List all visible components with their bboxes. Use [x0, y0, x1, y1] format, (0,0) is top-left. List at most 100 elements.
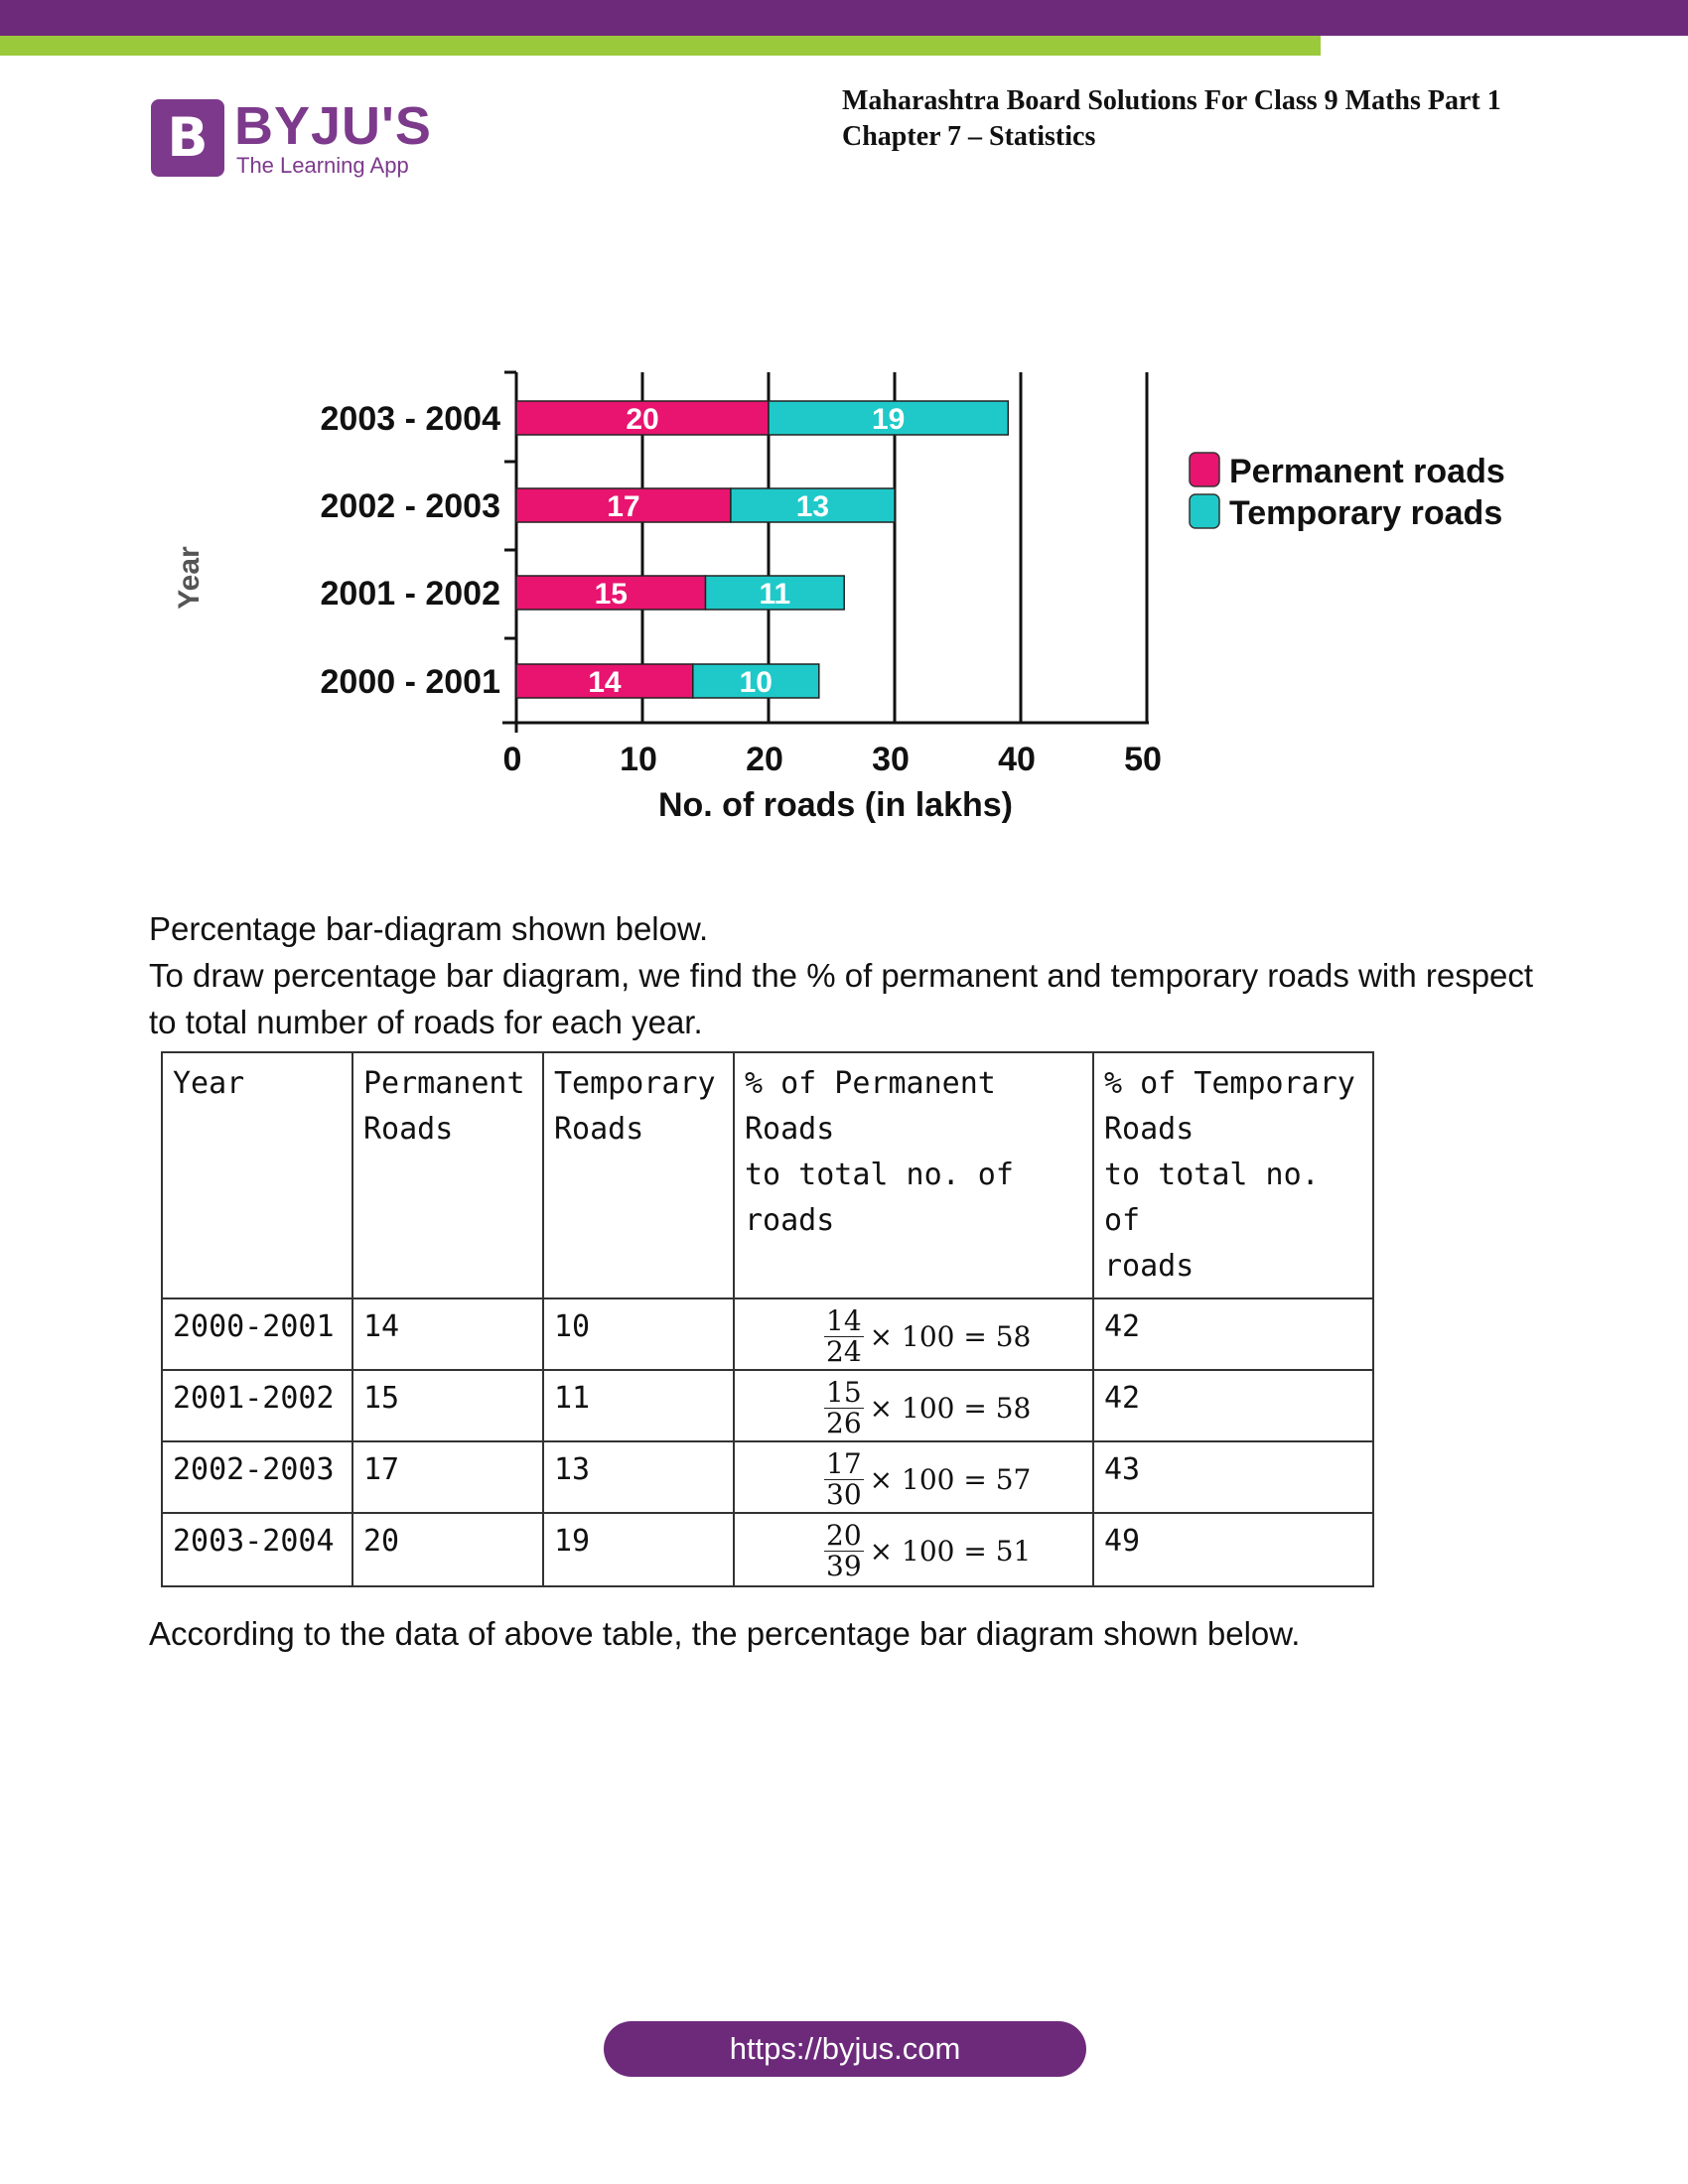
bar-temporary	[730, 487, 896, 523]
header-line: % of Permanent	[745, 1066, 996, 1101]
cell-temporary: 10	[542, 1297, 735, 1371]
fraction-denominator: 26	[826, 1407, 862, 1439]
bar-value-label: 20	[626, 403, 658, 436]
category-label: 2003 - 2004	[321, 400, 501, 438]
fraction-denominator: 30	[826, 1478, 862, 1511]
header-line: to total no. of	[1104, 1158, 1320, 1238]
logo-mark: B	[151, 99, 224, 177]
top-band-purple	[0, 0, 1688, 36]
byjus-logo: B BYJU'S The Learning App	[151, 96, 449, 179]
road-bar-chart: 14 10 2000 - 2001 15 11 2001 - 2002 17 13 2002 -…	[173, 370, 1505, 824]
bar-permanent	[515, 487, 732, 523]
paragraph-method: To draw percentage bar diagram, we find …	[149, 957, 1534, 1040]
table-header-cell: Temporary Roads	[542, 1051, 735, 1299]
category-label: 2002 - 2003	[321, 487, 501, 525]
bar-value-label: 13	[796, 490, 829, 523]
header-line-1: Maharashtra Board Solutions For Class 9 …	[842, 85, 1501, 116]
x-tick-label: 50	[1124, 741, 1162, 778]
formula-result: × 100 = 58	[869, 1391, 1032, 1425]
fraction-denominator: 39	[826, 1550, 862, 1582]
table-header-cell: Permanent Roads	[352, 1051, 544, 1299]
percent-formula: 17 30 × 100 = 57	[824, 1449, 1031, 1510]
fraction-numerator: 17	[824, 1447, 864, 1480]
logo-tagline: The Learning App	[236, 153, 409, 178]
fraction-denominator: 24	[826, 1335, 862, 1368]
cell-temporary: 19	[542, 1512, 735, 1587]
table-header-cell: % of Permanent Roads to total no. of roads	[733, 1051, 1094, 1299]
cell-temporary-percent: 42	[1092, 1297, 1374, 1371]
x-tick-label: 0	[503, 741, 522, 778]
logo-name: BYJU'S	[234, 96, 432, 156]
table-row: 2000-2001 14 10 14 24 × 100 = 58 42	[161, 1297, 1374, 1371]
percentage-table: Year Permanent Roads Temporary Roads% of Per…	[161, 1051, 1374, 1587]
bar-temporary	[768, 400, 1010, 436]
bar-value-label: 11	[759, 578, 790, 611]
cell-permanent-percent: 15 26 × 100 = 58	[733, 1369, 1094, 1442]
cell-year: 2000-2001	[161, 1297, 353, 1371]
header-line: Year	[173, 1066, 245, 1101]
bar-temporary	[692, 663, 820, 699]
table-row: 2001-2002 15 11 15 26 × 100 = 58 42	[161, 1369, 1374, 1442]
percent-formula: 15 26 × 100 = 58	[824, 1378, 1031, 1438]
bar-permanent	[515, 663, 694, 699]
cell-temporary-percent: 43	[1092, 1440, 1374, 1514]
logo-letter: B	[167, 106, 209, 169]
bar-value-label: 17	[607, 490, 639, 523]
percent-formula: 14 24 × 100 = 58	[824, 1306, 1031, 1367]
header-line: Roads	[745, 1112, 835, 1147]
legend-swatch-permanent	[1189, 452, 1220, 487]
cell-permanent: 20	[352, 1512, 544, 1587]
x-axis-label: No. of roads (in lakhs)	[658, 786, 1013, 824]
y-axis-label: Year	[173, 546, 206, 610]
cell-year: 2003-2004	[161, 1512, 353, 1587]
legend-label-permanent: Permanent roads	[1229, 453, 1505, 490]
fraction: 17 30	[824, 1449, 864, 1510]
cell-permanent-percent: 14 24 × 100 = 58	[733, 1297, 1094, 1371]
x-tick-label: 10	[620, 741, 657, 778]
top-band-green	[0, 36, 1321, 56]
percent-formula: 20 39 × 100 = 51	[824, 1521, 1031, 1581]
table-header-cell: Year	[161, 1051, 353, 1299]
fraction-numerator: 20	[824, 1519, 864, 1552]
bar-value-label: 19	[872, 403, 905, 436]
fraction: 20 39	[824, 1521, 864, 1581]
cell-year: 2002-2003	[161, 1440, 353, 1514]
category-label: 2001 - 2002	[321, 575, 501, 613]
cell-year: 2001-2002	[161, 1369, 353, 1442]
bar-value-label: 10	[740, 666, 773, 699]
cell-permanent-percent: 20 39 × 100 = 51	[733, 1512, 1094, 1587]
cell-temporary-percent: 49	[1092, 1512, 1374, 1587]
header-line: roads	[1104, 1249, 1195, 1284]
header-line: Roads	[363, 1112, 454, 1147]
document-header: Maharashtra Board Solutions For Class 9 …	[842, 83, 1501, 155]
legend-label-temporary: Temporary roads	[1229, 494, 1502, 532]
header-line: Temporary	[554, 1066, 716, 1101]
bar-temporary	[704, 575, 845, 611]
formula-result: × 100 = 51	[869, 1534, 1032, 1568]
fraction-numerator: 14	[824, 1304, 864, 1337]
cell-permanent-percent: 17 30 × 100 = 57	[733, 1440, 1094, 1514]
footer-url[interactable]: https://byjus.com	[604, 2021, 1086, 2077]
header-line: to total no. of roads	[745, 1158, 1014, 1238]
paragraph-conclusion: According to the data of above table, th…	[149, 1615, 1301, 1652]
fraction-numerator: 15	[824, 1376, 864, 1409]
cell-temporary: 11	[542, 1369, 735, 1442]
header-line: Roads	[1104, 1112, 1195, 1147]
cell-temporary-percent: 42	[1092, 1369, 1374, 1442]
x-tick-label: 30	[872, 741, 910, 778]
header-line-2: Chapter 7 – Statistics	[842, 121, 1096, 152]
table-row: 2003-2004 20 19 20 39 × 100 = 51 49	[161, 1512, 1374, 1587]
fraction: 14 24	[824, 1306, 864, 1367]
table-row: 2002-2003 17 13 17 30 × 100 = 57 43	[161, 1440, 1374, 1514]
cell-temporary: 13	[542, 1440, 735, 1514]
header-line: Permanent	[363, 1066, 525, 1101]
cell-permanent: 17	[352, 1440, 544, 1514]
x-tick-label: 20	[746, 741, 783, 778]
category-label: 2000 - 2001	[321, 663, 501, 701]
cell-permanent: 14	[352, 1297, 544, 1371]
paragraph-intro: Percentage bar-diagram shown below.	[149, 910, 709, 947]
formula-result: × 100 = 58	[869, 1319, 1032, 1353]
header-line: Roads	[554, 1112, 644, 1147]
bar-value-label: 14	[588, 666, 622, 699]
table-header-cell: % of Temporary Roads to total no. of roads	[1092, 1051, 1374, 1299]
